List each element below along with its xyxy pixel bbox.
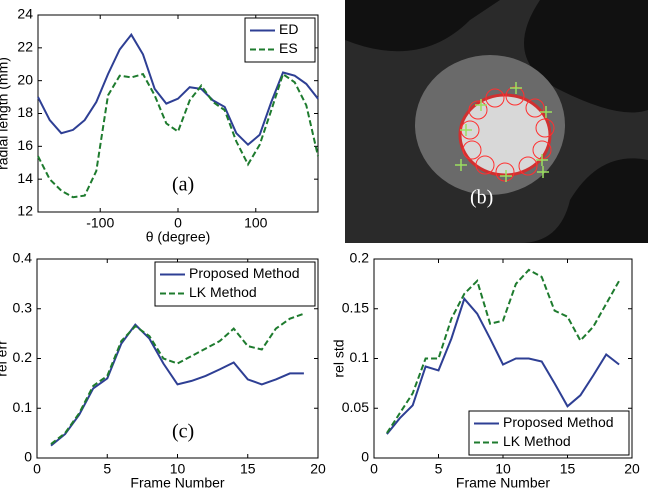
legend-label: Proposed Method	[189, 265, 300, 281]
y-tick-label: 0.2	[13, 349, 33, 365]
legend-label: LK Method	[503, 433, 571, 449]
annotation: (c)	[172, 421, 194, 443]
legend: Proposed Method LK Method	[469, 411, 629, 455]
legend-label: LK Method	[189, 284, 257, 300]
y-tick-label: 0	[24, 449, 32, 465]
legend-label: Proposed Method	[503, 414, 614, 430]
x-tick-label: -100	[86, 215, 114, 231]
y-tick-label: 14	[17, 170, 33, 186]
x-tick-label: 0	[33, 461, 41, 477]
x-tick-label: 15	[240, 461, 256, 477]
x-tick-label: 100	[244, 215, 268, 231]
legend: Proposed Method LK Method	[155, 262, 315, 306]
x-tick-label: 5	[435, 461, 443, 477]
y-axis-label: radial length (mm)	[0, 57, 11, 170]
x-tick-label: 20	[624, 461, 640, 477]
x-tick-label: 15	[560, 461, 576, 477]
image-annotation: (b)	[470, 187, 493, 209]
x-axis-label: θ (degree)	[146, 229, 211, 245]
y-axis-label: rel std	[331, 339, 347, 377]
legend-label: ED	[279, 21, 298, 37]
figure: (b) 12 14 16 18 20 22 24 -100 0 100 θ (degree) radi…	[0, 0, 651, 491]
y-tick-label: 18	[17, 104, 33, 120]
y-tick-label: 0.1	[350, 349, 370, 365]
y-tick-label: 16	[17, 137, 33, 153]
x-tick-label: 5	[103, 461, 111, 477]
legend: ED ES	[245, 18, 315, 62]
x-axis-label: Frame Number	[456, 475, 550, 491]
y-tick-label: 0	[361, 449, 369, 465]
mri-image: (b)	[345, 0, 648, 243]
y-tick-label: 12	[17, 203, 33, 219]
y-tick-label: 0.3	[13, 299, 33, 315]
x-axis-label: Frame Number	[130, 475, 224, 491]
y-tick-label: 0.1	[13, 399, 33, 415]
y-axis-label: rel err	[0, 340, 10, 377]
y-tick-label: 0.05	[342, 399, 369, 415]
x-tick-label: 0	[370, 461, 378, 477]
y-tick-label: 20	[17, 71, 33, 87]
legend-label: ES	[279, 40, 298, 56]
annotation: (a)	[172, 174, 194, 196]
y-tick-label: 22	[17, 39, 33, 55]
x-tick-label: 20	[310, 461, 326, 477]
y-tick-label: 0.4	[13, 250, 33, 266]
y-tick-label: 0.2	[350, 250, 370, 266]
y-tick-label: 0.15	[342, 299, 369, 315]
y-tick-label: 24	[17, 6, 33, 22]
